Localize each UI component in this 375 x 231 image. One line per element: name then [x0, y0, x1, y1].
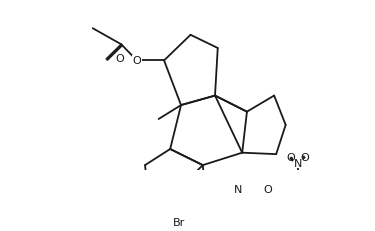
Text: Br: Br	[173, 217, 185, 227]
Text: N: N	[234, 185, 242, 195]
Text: O: O	[300, 153, 309, 163]
Text: O: O	[116, 54, 124, 64]
Text: N: N	[294, 158, 302, 168]
Text: O: O	[287, 153, 296, 163]
Text: O: O	[263, 185, 272, 195]
Text: O: O	[132, 56, 141, 66]
